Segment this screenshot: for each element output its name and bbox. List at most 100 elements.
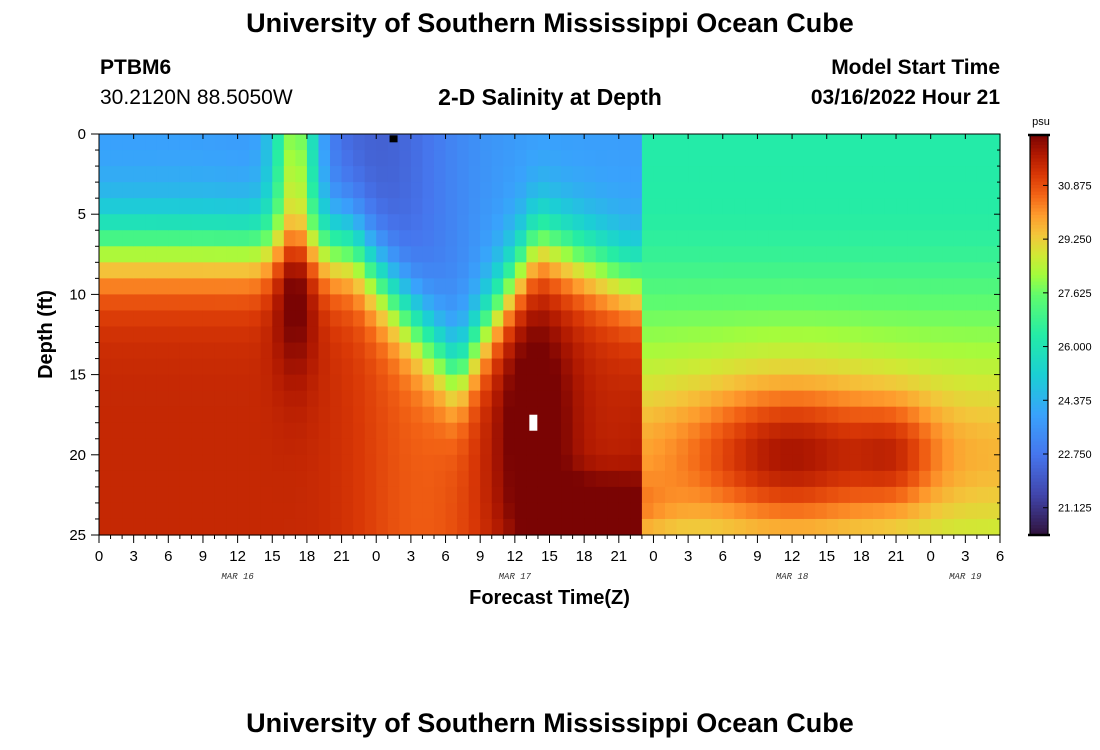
heatmap-cell xyxy=(884,182,897,199)
heatmap-cell xyxy=(330,326,343,344)
heatmap-cell xyxy=(745,374,759,392)
heatmap-cell xyxy=(965,182,978,199)
heatmap-cell xyxy=(665,230,678,247)
heatmap-cell xyxy=(618,518,631,536)
heatmap-cell xyxy=(618,406,631,424)
y-tick-label: 5 xyxy=(78,206,86,223)
heatmap-cell xyxy=(838,374,851,392)
heatmap-cell xyxy=(156,358,169,376)
heatmap-cell xyxy=(942,502,955,520)
heatmap-cell xyxy=(376,278,389,295)
heatmap-cell xyxy=(745,262,759,279)
heatmap-cell xyxy=(665,406,678,424)
heatmap-cell xyxy=(607,278,620,295)
heatmap-cell xyxy=(364,470,377,488)
heatmap-cell xyxy=(376,470,389,488)
heatmap-cell xyxy=(526,438,539,456)
colorbar-swatch xyxy=(1030,358,1048,363)
heatmap-cell xyxy=(353,342,366,360)
colorbar-swatch xyxy=(1030,495,1048,499)
heatmap-cell xyxy=(214,150,227,167)
colorbar-swatch xyxy=(1030,245,1048,249)
heatmap-cell xyxy=(514,390,527,408)
heatmap-cell xyxy=(711,150,724,167)
heatmap-cell xyxy=(745,390,759,408)
heatmap-cell xyxy=(318,358,331,376)
heatmap-cell xyxy=(653,390,666,408)
heatmap-cell xyxy=(283,214,296,231)
x-tick-label: 3 xyxy=(407,548,415,565)
heatmap-cell xyxy=(792,502,805,520)
heatmap-cell xyxy=(872,230,886,247)
heatmap-cell xyxy=(191,342,204,360)
heatmap-cell xyxy=(699,166,712,183)
heatmap-cell xyxy=(168,486,181,504)
heatmap-cell xyxy=(526,198,539,215)
heatmap-cell xyxy=(688,134,701,151)
heatmap-cell xyxy=(572,214,585,231)
heatmap-cell xyxy=(468,198,481,215)
heatmap-cell xyxy=(884,406,897,424)
heatmap-cell xyxy=(445,422,458,440)
heatmap-cell xyxy=(699,454,712,472)
heatmap-cell xyxy=(630,198,643,215)
heatmap-cell xyxy=(410,278,424,295)
heatmap-cell xyxy=(422,230,435,247)
heatmap-cell xyxy=(838,166,851,183)
heatmap-cell xyxy=(872,166,886,183)
heatmap-cell xyxy=(410,150,424,167)
heatmap-cell xyxy=(872,502,886,520)
heatmap-cell xyxy=(237,294,250,312)
heatmap-cell xyxy=(145,422,158,440)
heatmap-cell xyxy=(330,390,343,408)
heatmap-cell xyxy=(734,518,747,536)
station-id: PTBM6 xyxy=(100,56,172,79)
heatmap-cell xyxy=(572,246,585,263)
heatmap-cell xyxy=(826,358,839,376)
heatmap-cell xyxy=(953,214,966,231)
heatmap-cell xyxy=(965,390,978,408)
heatmap-cell xyxy=(872,134,886,151)
heatmap-cell xyxy=(283,326,296,344)
heatmap-cell xyxy=(757,262,770,279)
heatmap-cell xyxy=(653,166,666,183)
heatmap-cell xyxy=(179,246,193,263)
heatmap-cell xyxy=(734,134,747,151)
heatmap-cell xyxy=(803,486,816,504)
heatmap-cell xyxy=(99,294,112,312)
heatmap-cell xyxy=(838,294,851,312)
heatmap-cell xyxy=(676,486,689,504)
heatmap-cell xyxy=(122,166,135,183)
colorbar-swatch xyxy=(1030,168,1048,173)
colorbar-tick-label: 21.125 xyxy=(1058,503,1092,515)
heatmap-cell xyxy=(780,358,793,376)
heatmap-cell xyxy=(353,214,366,231)
heatmap-cell xyxy=(838,470,851,488)
heatmap-cell xyxy=(630,486,643,504)
heatmap-cell xyxy=(768,262,782,279)
heatmap-cell xyxy=(861,134,874,151)
heatmap-cell xyxy=(179,406,193,424)
heatmap-cell xyxy=(353,198,366,215)
heatmap-cell xyxy=(468,454,481,472)
heatmap-cell xyxy=(549,470,562,488)
heatmap-cell xyxy=(549,214,562,231)
heatmap-cell xyxy=(353,246,366,263)
heatmap-cell xyxy=(330,294,343,312)
heatmap-cell xyxy=(514,134,527,151)
heatmap-cell xyxy=(133,374,146,392)
heatmap-cell xyxy=(618,230,631,247)
colorbar-swatch xyxy=(1030,388,1048,393)
heatmap-cell xyxy=(491,438,504,456)
heatmap-cell xyxy=(306,278,320,295)
heatmap-cell xyxy=(838,134,851,151)
heatmap-cell xyxy=(179,198,193,215)
heatmap-cell xyxy=(410,422,424,440)
heatmap-cell xyxy=(919,486,932,504)
heatmap-cell xyxy=(734,406,747,424)
heatmap-cell xyxy=(318,342,331,360)
heatmap-cell xyxy=(364,486,377,504)
heatmap-cell xyxy=(306,310,320,328)
data-marker xyxy=(389,135,398,143)
heatmap-cell xyxy=(318,422,331,440)
